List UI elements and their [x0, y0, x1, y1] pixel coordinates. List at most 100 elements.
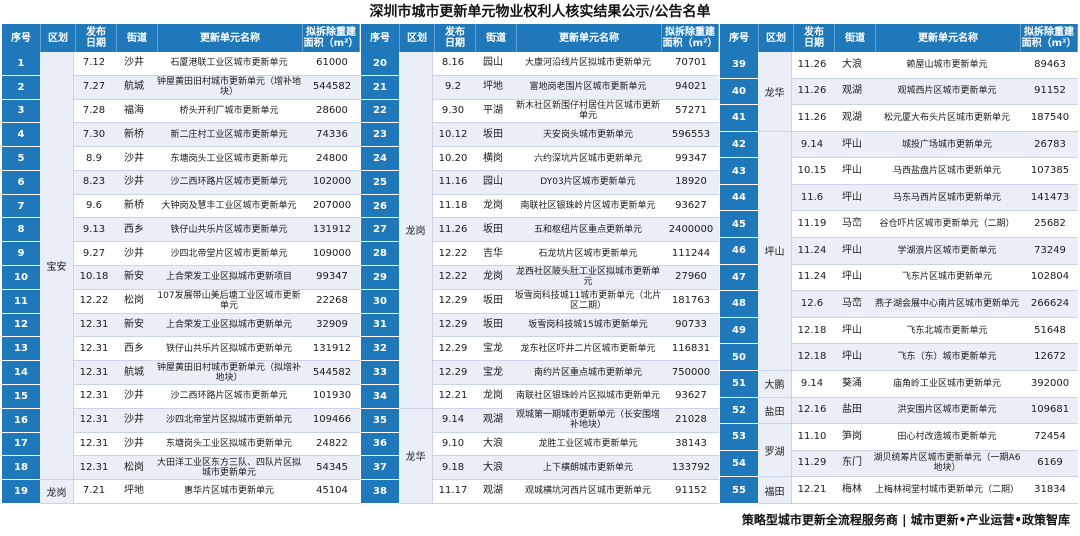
street-cell: 沙井	[124, 414, 144, 426]
unit-name-cell: 富地岗老围片区城市更新单元	[529, 82, 647, 93]
row-number: 50	[720, 344, 758, 371]
row-number: 15	[2, 384, 40, 409]
date-cell: 12.31	[79, 414, 109, 426]
table-row: 10.12 坂田 天安岗头城市更新单元 596553	[433, 123, 719, 148]
date-cell: 9.6	[86, 200, 102, 212]
area-cell: 544582	[312, 366, 352, 378]
date-cell: 12.29	[438, 318, 468, 330]
table-row: 9.27 沙井 沙四北帝堂片区城市更新单元 109000	[74, 242, 360, 267]
row-number: 48	[720, 291, 758, 318]
row-number: 46	[720, 238, 758, 265]
street-cell: 龙岗	[483, 271, 503, 283]
row-number: 5	[2, 147, 40, 171]
district-cell: 福田	[758, 477, 792, 504]
footer-slogan: 策略型城市更新全流程服务商 | 城市更新•产业运营•政策智库	[741, 513, 1070, 527]
row-number: 34	[361, 384, 399, 409]
unit-name-cell: 飞东片区城市更新单元	[901, 272, 992, 283]
date-cell: 10.15	[797, 165, 827, 177]
area-cell: 109000	[312, 247, 352, 259]
unit-name-cell: 钟屋黄田旧村城市更新单元（拟增补地块）	[156, 362, 301, 383]
area-cell: 187540	[1030, 111, 1070, 123]
unit-name-cell: 沙四北帝堂片区城市更新单元	[170, 248, 288, 259]
district-cell: 大鹏	[758, 371, 792, 398]
area-cell: 45104	[316, 485, 348, 497]
table-row: 9.2 坪地 富地岗老围片区城市更新单元 94021	[433, 75, 719, 100]
header-date: 发布 日期	[435, 24, 476, 52]
table-row: 12.22 松岗 107发展带山美后塘工业区城市更新单元 22268	[74, 289, 360, 314]
row-number: 10	[2, 266, 40, 290]
street-cell: 马峦	[842, 218, 862, 230]
date-cell: 10.18	[79, 271, 109, 283]
unit-name-cell: 沙二西环路片区城市更新单元	[170, 177, 288, 188]
date-cell: 8.9	[86, 152, 102, 164]
area-cell: 51648	[1034, 324, 1066, 336]
header-area: 拟拆除重建 面积（m²）	[303, 24, 360, 52]
area-cell: 392000	[1030, 377, 1070, 389]
area-cell: 27960	[675, 271, 707, 283]
row-number: 11	[2, 289, 40, 314]
street-cell: 梅林	[842, 484, 862, 496]
header-street: 街道	[476, 24, 517, 52]
area-cell: 22268	[316, 295, 348, 307]
street-cell: 坪山	[842, 324, 862, 336]
header-date: 发布 日期	[76, 24, 117, 52]
table-row: 12.31 沙井 东塘岗头工业区拟城市更新单元 24822	[74, 432, 360, 457]
row-number: 55	[720, 477, 758, 504]
area-cell: 102000	[312, 176, 352, 188]
table-row: 12.22 吉华 石龙坑片区城市更新单元 111244	[433, 242, 719, 267]
header-district: 区划	[759, 24, 794, 52]
area-cell: 6169	[1037, 457, 1063, 469]
table-row: 9.6 新桥 大钟岗及慧丰工业区城市更新单元 207000	[74, 194, 360, 219]
row-number: 2	[2, 75, 40, 100]
unit-name-cell: 南约片区重点城市更新单元	[533, 367, 642, 378]
table-panel: 序号 区划 发布 日期 街道 更新单元名称 拟拆除重建 面积（m²） 20 21 22 23 24 2…	[360, 24, 719, 504]
street-cell: 坪地	[483, 81, 503, 93]
date-cell: 11.26	[797, 111, 827, 123]
unit-name-cell: 铁仔山共乐片区城市更新单元	[170, 224, 288, 235]
row-number: 35	[361, 408, 399, 433]
area-cell: 207000	[312, 200, 352, 212]
unit-name-cell: 五和枢纽片区重点更新单元	[533, 224, 642, 235]
unit-name-cell: 飞东（东）城市更新单元	[897, 352, 997, 363]
table-row: 8.16 园山 大康河沿线片区拟城市更新单元 70701	[433, 52, 719, 76]
date-cell: 12.22	[438, 247, 468, 259]
unit-name-cell: 惠华片区城市更新单元	[183, 486, 274, 497]
date-cell: 9.14	[800, 138, 824, 150]
street-cell: 观湖	[483, 414, 503, 426]
street-cell: 沙井	[124, 390, 144, 402]
area-cell: 25682	[1034, 218, 1066, 230]
area-cell: 750000	[671, 366, 711, 378]
area-cell: 109681	[1030, 404, 1070, 416]
area-cell: 596553	[671, 128, 711, 140]
street-cell: 坂田	[483, 318, 503, 330]
table-row: 12.31 沙井 沙二西环路片区城市更新单元 101930	[74, 384, 360, 409]
row-number: 20	[361, 52, 399, 76]
table-row: 11.18 龙岗 南联社区银珠岭片区城市更新单元 93627	[433, 194, 719, 219]
page-title: 深圳市城市更新单元物业权利人核实结果公示/公告名单	[369, 4, 711, 20]
area-cell: 31834	[1034, 484, 1066, 496]
street-cell: 观湖	[842, 111, 862, 123]
row-number: 19	[2, 480, 40, 504]
table-row: 9.13 西乡 铁仔山共乐片区城市更新单元 131912	[74, 218, 360, 243]
unit-name-cell: 南联社区银珠岭片区拟城市更新单元	[515, 391, 660, 402]
district-cell: 坪山	[758, 131, 792, 372]
street-cell: 西乡	[124, 342, 144, 354]
row-number: 26	[361, 194, 399, 219]
street-cell: 葵涌	[842, 377, 862, 389]
area-cell: 141473	[1030, 191, 1070, 203]
area-cell: 18920	[675, 176, 707, 188]
row-number: 4	[2, 123, 40, 148]
table-row: 10.18 新安 上合荣发工业区拟城市更新项目 99347	[74, 266, 360, 290]
street-cell: 东门	[842, 457, 862, 469]
street-cell: 坪地	[124, 485, 144, 497]
header-area: 拟拆除重建 面积（m²）	[1021, 24, 1078, 52]
area-cell: 89463	[1034, 58, 1066, 70]
street-cell: 观湖	[483, 485, 503, 497]
table-row: 12.29 宝龙 龙东社区吓井二片区城市更新单元 116831	[433, 337, 719, 362]
unit-name-cell: 洪安围片区城市更新单元	[897, 405, 997, 416]
row-number: 40	[720, 78, 758, 106]
unit-name-cell: DY03片区城市更新单元	[540, 177, 636, 188]
table-row: 11.26 观湖 松元厦大布头片区城市更新单元 187540	[792, 105, 1078, 132]
area-cell: 90733	[675, 318, 707, 330]
date-cell: 11.19	[797, 218, 827, 230]
